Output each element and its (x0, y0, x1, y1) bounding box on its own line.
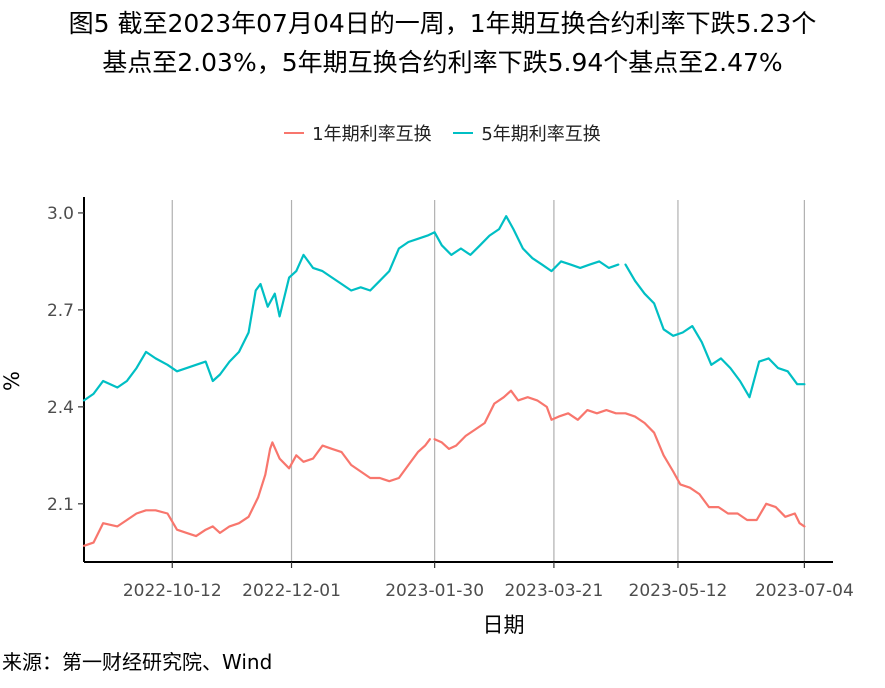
legend-label-series1: 1年期利率互换 (312, 124, 432, 145)
series-line-2-segment-2 (624, 263, 806, 399)
title-line-2: 基点至2.03%，5年期互换合约利率下跌5.94个基点至2.47% (102, 48, 783, 77)
y-tick-label-0: 2.1 (47, 495, 74, 515)
y-tick-label-2: 2.7 (47, 301, 74, 321)
source-note: 来源：第一财经研究院、Wind (2, 650, 273, 674)
y-tick-label-3: 3.0 (47, 204, 74, 224)
title-line-1: 图5 截至2023年07月04日的一周，1年期互换合约利率下跌5.23个 (68, 9, 817, 38)
series-line-2-segment-1 (82, 215, 620, 402)
x-tick-label-4: 2023-05-12 (629, 581, 728, 601)
legend: 1年期利率互换 5年期利率互换 (0, 118, 885, 146)
y-axis-title: % (0, 371, 24, 391)
series-line-1-segment-1 (82, 438, 431, 547)
series-line-1-segment-2 (433, 389, 806, 528)
x-tick-label-2: 2023-01-30 (385, 581, 484, 601)
x-axis-title: 日期 (483, 613, 525, 637)
x-tick-label-3: 2023-03-21 (505, 581, 604, 601)
legend-item-series2: 5年期利率互换 (453, 120, 601, 146)
x-tick-label-5: 2023-07-04 (755, 581, 854, 601)
y-tick-label-1: 2.4 (47, 398, 74, 418)
x-tick-label-1: 2022-12-01 (242, 581, 341, 601)
legend-swatch-series2 (453, 132, 474, 134)
x-tick-label-0: 2022-10-12 (123, 581, 222, 601)
chart-title: 图5 截至2023年07月04日的一周，1年期互换合约利率下跌5.23个 基点至… (0, 4, 885, 82)
legend-label-series2: 5年期利率互换 (481, 124, 601, 145)
legend-swatch-series1 (284, 132, 305, 134)
legend-item-series1: 1年期利率互换 (284, 120, 432, 146)
